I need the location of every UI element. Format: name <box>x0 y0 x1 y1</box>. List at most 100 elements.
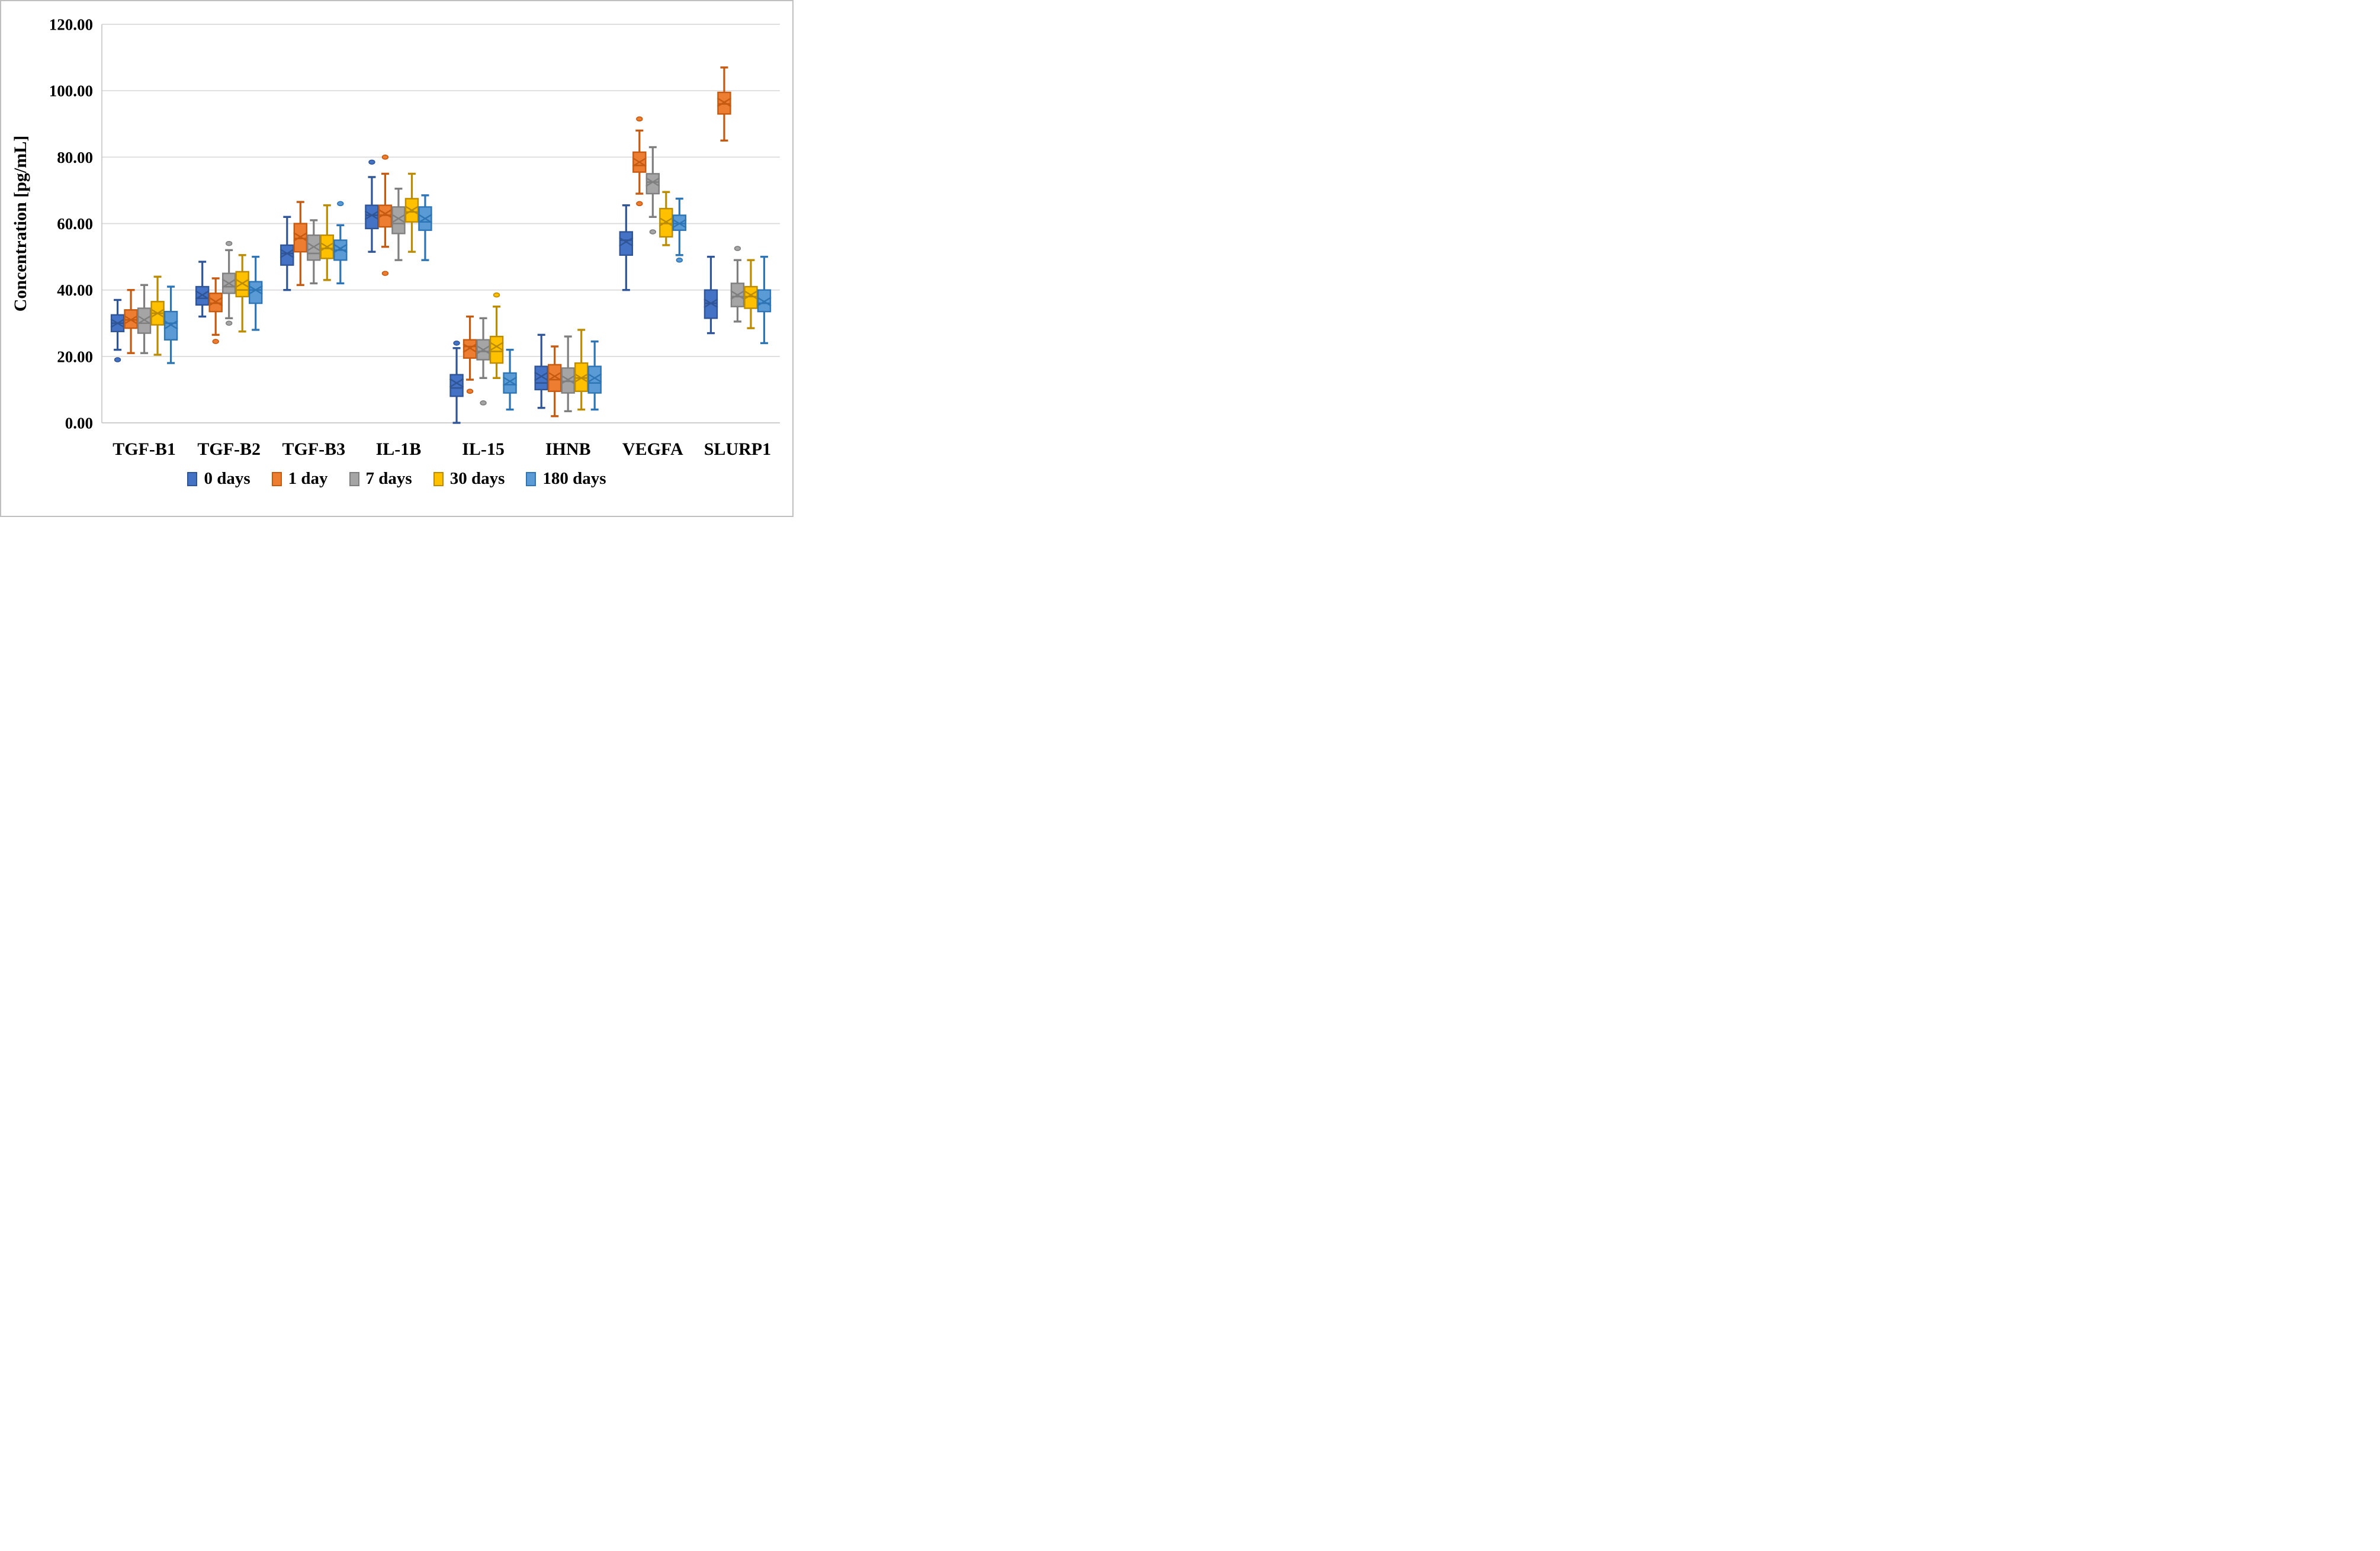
boxplot-1day-IL-1B <box>378 172 393 248</box>
y-tick-label: 0.00 <box>65 414 93 432</box>
boxplot-figure: 0.00 20.00 40.00 60.00 80.00 100.00 120.00 Conc… <box>0 0 794 517</box>
mean-x-marker <box>320 242 335 252</box>
boxplot-1day-TGF-B1 <box>123 288 139 354</box>
boxplot-180days-VEGFA <box>672 197 687 256</box>
x-category-label: TGF-B1 <box>113 439 176 459</box>
mean-x-marker <box>717 97 732 107</box>
mean-x-marker <box>208 297 223 307</box>
y-tick-label: 60.00 <box>57 215 93 233</box>
iqr-box <box>645 173 660 195</box>
boxplot-30days-TGF-B2 <box>235 254 250 333</box>
boxplot-1day-VEGFA <box>632 129 647 195</box>
boxplot-30days-SLURP1 <box>743 259 759 329</box>
outlier-point <box>636 201 643 207</box>
mean-x-marker <box>364 210 380 220</box>
boxplot-0days-VEGFA <box>619 204 634 291</box>
legend-swatch <box>187 471 198 486</box>
mean-x-marker <box>672 219 687 229</box>
boxplot-30days-TGF-B3 <box>320 204 335 281</box>
outlier-point <box>225 240 233 246</box>
mean-x-marker <box>704 298 718 309</box>
mean-x-marker <box>547 371 562 381</box>
mean-x-marker <box>137 315 152 325</box>
boxplot-0days-IL-15 <box>449 347 464 424</box>
y-tick-label: 80.00 <box>57 149 93 166</box>
legend-label: 1 day <box>288 469 328 488</box>
iqr-box <box>619 231 634 256</box>
y-tick-label: 120.00 <box>49 15 93 33</box>
mean-x-marker <box>476 345 491 355</box>
mean-x-marker <box>449 378 464 388</box>
boxplot-7days-VEGFA <box>645 146 660 218</box>
boxplot-0days-TGF-B2 <box>195 261 210 318</box>
boxplot-30days-IL-15 <box>489 306 504 379</box>
mean-x-marker <box>645 177 660 187</box>
boxplot-7days-TGF-B2 <box>221 249 236 320</box>
boxplot-1day-TGF-B3 <box>293 201 308 286</box>
y-tick-label: 40.00 <box>57 281 93 299</box>
mean-x-marker <box>619 237 634 247</box>
boxplot-1day-TGF-B2 <box>208 277 223 336</box>
mean-x-marker <box>163 320 178 330</box>
boxplot-180days-TGF-B3 <box>333 224 348 285</box>
legend-swatch <box>349 471 359 486</box>
boxplot-30days-VEGFA <box>659 191 673 246</box>
mean-x-marker <box>306 242 321 252</box>
legend-label: 30 days <box>449 469 505 488</box>
mean-x-marker <box>757 297 772 307</box>
mean-x-marker <box>280 248 294 259</box>
mean-x-marker <box>293 232 308 242</box>
legend-label: 0 days <box>204 469 250 488</box>
mean-x-marker <box>574 373 589 383</box>
outlier-point <box>676 257 683 263</box>
x-category-label: VEGFA <box>622 439 683 459</box>
outlier-point <box>734 246 741 251</box>
boxplot-7days-IL-15 <box>476 317 491 379</box>
mean-x-marker <box>502 376 518 386</box>
boxplot-1day-IHNB <box>547 345 562 418</box>
boxplot-180days-TGF-B2 <box>248 255 263 331</box>
boxplot-1day-SLURP1 <box>717 66 732 142</box>
boxplot-7days-SLURP1 <box>730 259 745 323</box>
iqr-box <box>378 204 393 228</box>
iqr-box <box>391 206 406 235</box>
mean-x-marker <box>632 157 647 167</box>
mean-x-marker <box>195 290 210 300</box>
outlier-point <box>337 201 344 207</box>
boxplot-7days-TGF-B3 <box>306 219 321 285</box>
mean-x-marker <box>730 290 745 300</box>
mean-x-marker <box>561 375 576 385</box>
iqr-box <box>534 365 548 391</box>
mean-x-marker <box>534 371 549 381</box>
legend-swatch <box>433 471 444 486</box>
legend-item-0days: 0 days <box>187 470 250 487</box>
legend-swatch <box>526 471 537 486</box>
outlier-point <box>381 271 389 276</box>
legend-swatch <box>271 471 282 486</box>
outlier-point <box>381 155 389 160</box>
boxplot-180days-TGF-B1 <box>163 285 178 364</box>
y-tick-label: 100.00 <box>49 82 93 100</box>
outlier-point <box>368 159 375 165</box>
boxplot-180days-IL-15 <box>502 348 518 411</box>
x-category-label: SLURP1 <box>704 439 771 459</box>
mean-x-marker <box>417 214 433 224</box>
mean-x-marker <box>587 373 602 383</box>
boxplot-7days-TGF-B1 <box>137 284 152 354</box>
boxplot-30days-TGF-B1 <box>150 275 165 356</box>
boxplot-180days-IL-1B <box>417 194 433 261</box>
boxplot-180days-IHNB <box>587 340 602 411</box>
legend-item-30days: 30 days <box>433 470 505 487</box>
outlier-point <box>225 320 233 326</box>
legend-label: 180 days <box>542 469 606 488</box>
mean-x-marker <box>110 318 125 328</box>
iqr-box <box>744 285 758 309</box>
boxplot-7days-IL-1B <box>391 187 406 261</box>
outlier-point <box>114 357 121 362</box>
outlier-point <box>466 388 474 394</box>
iqr-box <box>449 374 464 397</box>
iqr-box <box>503 372 517 394</box>
mean-x-marker <box>391 214 406 224</box>
x-category-label: TGF-B2 <box>197 439 261 459</box>
y-tick-label: 20.00 <box>57 348 93 365</box>
